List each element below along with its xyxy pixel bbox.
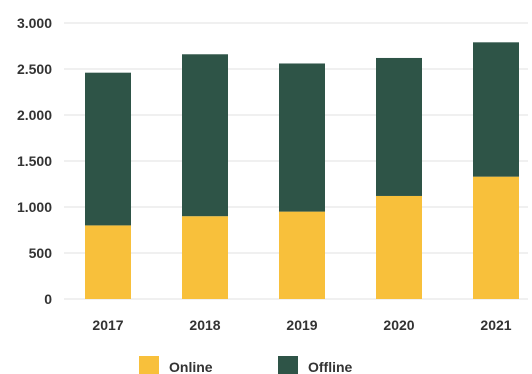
y-axis-ticks: 0 500 1.000 1.500 2.000 2.500 3.000 bbox=[17, 15, 52, 307]
y-tick-label: 500 bbox=[29, 245, 53, 261]
bar-offline-2017 bbox=[85, 72, 131, 226]
bar-offline-2021 bbox=[473, 42, 519, 177]
bar-online-2017 bbox=[85, 225, 131, 299]
y-tick-label: 2.500 bbox=[17, 61, 52, 77]
x-tick-label: 2020 bbox=[383, 317, 414, 333]
x-tick-label: 2019 bbox=[286, 317, 317, 333]
y-tick-label: 1.000 bbox=[17, 199, 52, 215]
bar-online-2019 bbox=[279, 211, 325, 299]
bar-online-2020 bbox=[376, 195, 422, 299]
bar-offline-2019 bbox=[279, 63, 325, 212]
legend-swatch-offline bbox=[278, 356, 298, 374]
bar-offline-2018 bbox=[182, 54, 228, 217]
x-tick-label: 2017 bbox=[92, 317, 123, 333]
x-tick-label: 2021 bbox=[480, 317, 511, 333]
y-tick-label: 3.000 bbox=[17, 15, 52, 31]
y-tick-label: 1.500 bbox=[17, 153, 52, 169]
y-tick-label: 0 bbox=[44, 291, 52, 307]
bars bbox=[85, 42, 519, 299]
bar-offline-2020 bbox=[376, 57, 422, 196]
bar-online-2018 bbox=[182, 216, 228, 299]
bar-online-2021 bbox=[473, 176, 519, 299]
x-tick-label: 2018 bbox=[189, 317, 220, 333]
legend: Online Offline bbox=[139, 356, 353, 374]
legend-label-offline: Offline bbox=[308, 359, 353, 374]
legend-swatch-online bbox=[139, 356, 159, 374]
legend-label-online: Online bbox=[169, 359, 213, 374]
y-tick-label: 2.000 bbox=[17, 107, 52, 123]
x-axis-ticks: 2017 2018 2019 2020 2021 bbox=[92, 317, 511, 333]
